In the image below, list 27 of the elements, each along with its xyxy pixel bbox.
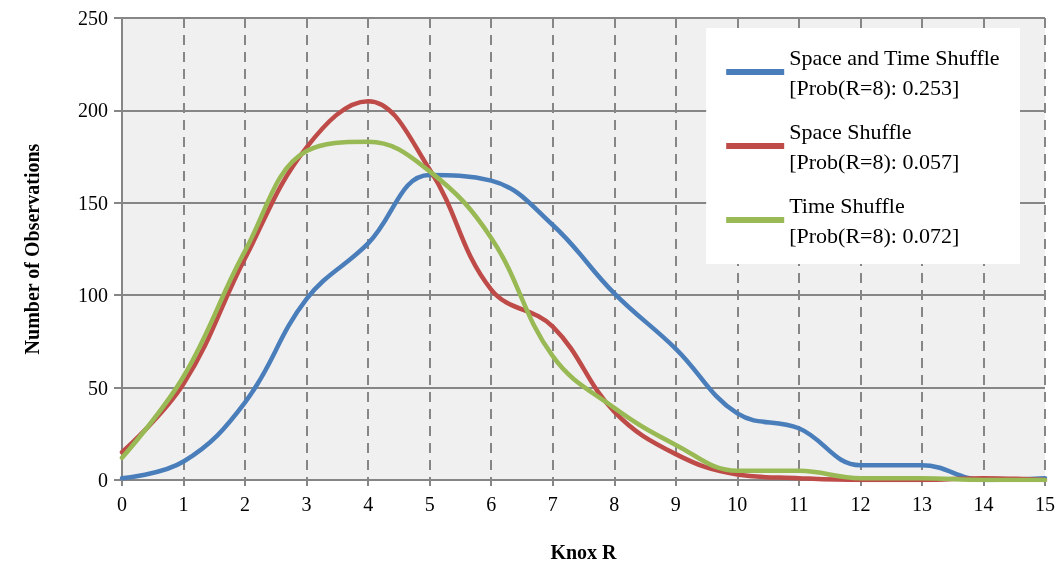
y-axis-title: Number of Observations (21, 143, 43, 355)
legend-label: Space and Time Shuffle [Prob(R=8): 0.253] (789, 44, 1000, 100)
y-tick-label: 250 (78, 7, 108, 29)
y-tick-label: 200 (78, 99, 108, 122)
x-tick-label: 13 (911, 493, 932, 515)
x-axis-title: Knox R (550, 541, 618, 563)
x-tick-label: 0 (117, 493, 127, 515)
x-tick-label: 1 (178, 493, 189, 515)
x-tick-label: 9 (670, 493, 681, 515)
y-tick-label: 100 (78, 284, 108, 307)
legend-label: Time Shuffle [Prob(R=8): 0.072] (789, 192, 960, 248)
x-tick-label: 10 (727, 493, 748, 515)
y-tick-label: 50 (88, 376, 108, 399)
x-tick-label: 12 (850, 493, 871, 515)
x-tick-label: 6 (486, 493, 497, 515)
x-tick-label: 4 (363, 493, 374, 515)
x-tick-label: 8 (609, 493, 620, 515)
x-tick-label: 5 (424, 493, 435, 515)
x-tick-label: 15 (1035, 493, 1055, 515)
y-tick-label: 0 (98, 469, 108, 491)
legend-label: Space Shuffle [Prob(R=8): 0.057] (789, 118, 960, 174)
y-tick-label: 150 (78, 191, 108, 214)
x-tick-label: 11 (789, 493, 809, 515)
x-tick-label: 7 (547, 493, 558, 515)
x-tick-label: 3 (301, 493, 312, 515)
x-tick-label: 2 (240, 493, 251, 515)
x-tick-label: 14 (973, 493, 994, 515)
